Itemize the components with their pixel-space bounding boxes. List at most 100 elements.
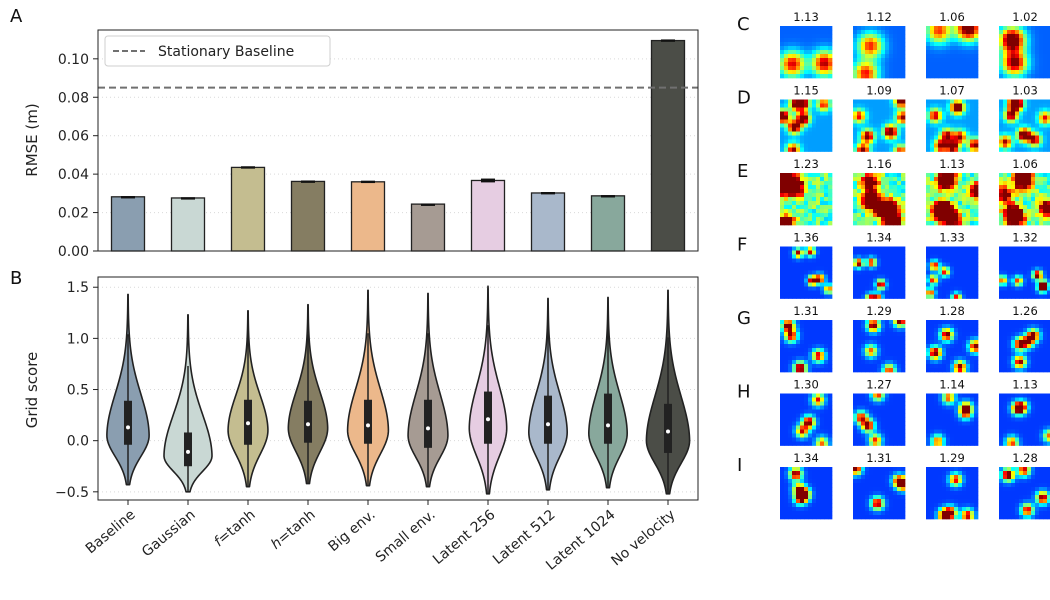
error-bar-7: [541, 192, 555, 195]
b-x-ticks: Baseline Gaussian f=tanh h=tanh Big env.Smal…: [83, 500, 679, 574]
error-bar-2: [241, 166, 255, 169]
rate-map-e-3: [926, 173, 979, 226]
violin-median-3: [306, 422, 310, 427]
x-tick-label: Big env.: [325, 507, 378, 555]
b-y-tick-label: 1.0: [67, 331, 89, 347]
rate-map-score: 1.13: [939, 157, 965, 171]
bar-0: [110, 196, 146, 252]
error-bar-9: [661, 39, 675, 42]
a-y-tick-label: 0.04: [58, 167, 89, 183]
rate-map-score: 1.02: [1012, 10, 1038, 24]
bar-8: [590, 195, 626, 252]
rate-map-score: 1.36: [793, 231, 819, 245]
bar-2: [230, 166, 266, 252]
rate-map-score: 1.30: [793, 378, 819, 392]
rate-map-i-3: [926, 467, 979, 520]
rate-map-score: 1.27: [866, 378, 892, 392]
b-violins: [106, 285, 691, 495]
rate-map-score: 1.23: [793, 157, 819, 171]
b-y-tick-label: 0.0: [67, 434, 89, 450]
rate-map-score: 1.07: [939, 84, 965, 98]
x-tick-label: No velocity: [608, 507, 678, 570]
rate-map-c-3: [926, 26, 979, 79]
x-tick-label: f=tanh: [211, 507, 258, 550]
x-tick-label: h=tanh: [268, 507, 318, 553]
rate-map-g-2: [853, 320, 906, 373]
rate-map-i-4: [999, 467, 1050, 520]
rate-map-i-1: [780, 467, 833, 520]
rate-map-score: 1.28: [1012, 451, 1038, 465]
rate-map-score: 1.09: [866, 84, 892, 98]
rate-map-h-2: [853, 393, 906, 446]
rate-map-score: 1.29: [866, 304, 892, 318]
a-y-ticks: 0.00 0.02 0.04 0.06 0.08 0.10: [58, 52, 98, 260]
rate-map-c-1: [780, 26, 833, 79]
legend-box: [104, 35, 331, 67]
bar-6: [470, 179, 506, 252]
bar-5: [410, 203, 446, 252]
error-bar-5: [421, 203, 435, 206]
violin-iqr-box-0: [124, 400, 132, 445]
rate-map-c-2: [853, 26, 906, 79]
b-axes-frame: [97, 276, 699, 501]
legend-label-baseline: Stationary Baseline: [158, 44, 294, 60]
rate-map-score: 1.13: [1012, 378, 1038, 392]
violin-iqr-box-7: [544, 395, 552, 444]
a-y-tick-label: 0.08: [58, 90, 89, 106]
rate-map-d-4: [999, 99, 1050, 152]
rate-map-i-2: [853, 467, 906, 520]
violin-median-4: [366, 423, 370, 428]
panel-label-e: E: [737, 161, 748, 182]
a-y-tick-label: 0.06: [58, 129, 89, 145]
rate-map-c-4: [999, 26, 1050, 79]
violin-iqr-box-8: [604, 393, 612, 444]
rate-map-d-2: [853, 99, 906, 152]
rate-map-score: 1.28: [939, 304, 965, 318]
a-y-axis-label: RMSE (m): [23, 103, 41, 176]
a-legend: Stationary Baseline: [104, 35, 331, 67]
rate-map-f-4: [999, 246, 1050, 299]
rate-map-e-1: [780, 173, 833, 226]
rate-map-score: 1.34: [866, 231, 892, 245]
x-tick-label: Small env.: [373, 507, 439, 566]
panel-label-g: G: [737, 308, 751, 329]
rate-map-d-3: [926, 99, 979, 152]
violin-median-5: [426, 426, 430, 431]
rate-map-score: 1.13: [793, 10, 819, 24]
x-tick-label: Baseline: [83, 507, 139, 557]
violin-iqr-box-4: [364, 399, 372, 444]
violin-median-8: [606, 423, 610, 428]
error-bar-3: [301, 180, 315, 183]
rate-map-score: 1.03: [1012, 84, 1038, 98]
a-axes-frame: [97, 29, 699, 252]
rate-map-score: 1.14: [939, 378, 965, 392]
rate-map-score: 1.15: [793, 84, 819, 98]
a-y-tick-label: 0.02: [58, 206, 89, 222]
panel-label-d: D: [737, 88, 751, 109]
violin-iqr-box-9: [664, 403, 672, 453]
error-bar-6: [481, 178, 495, 183]
violin-iqr-box-5: [424, 399, 432, 448]
bar-9: [650, 39, 686, 252]
violin-iqr-box-1: [184, 432, 192, 467]
rate-map-f-1: [780, 246, 833, 299]
b-y-tick-label: 1.5: [67, 280, 89, 296]
violin-median-9: [666, 429, 670, 434]
rate-map-score: 1.12: [866, 10, 892, 24]
rate-map-e-4: [999, 173, 1050, 226]
violin-median-2: [246, 421, 250, 426]
rate-map-f-3: [926, 246, 979, 299]
rate-map-score: 1.26: [1012, 304, 1038, 318]
violin-median-6: [486, 417, 490, 422]
violin-median-1: [186, 449, 190, 454]
error-bar-4: [361, 180, 375, 184]
a-y-tick-label: 0.10: [58, 52, 89, 68]
violin-median-7: [546, 422, 550, 427]
rate-map-grid: C 1.13 1.12 1.06 1.02 D 1.15 1.09 1.07 1.03 E 1.23 1…: [737, 10, 1050, 520]
panel-label-b: B: [10, 268, 22, 289]
x-tick-label: Latent 256: [430, 507, 499, 568]
error-bar-0: [121, 196, 135, 199]
rate-map-h-4: [999, 393, 1050, 446]
rate-map-h-1: [780, 393, 833, 446]
